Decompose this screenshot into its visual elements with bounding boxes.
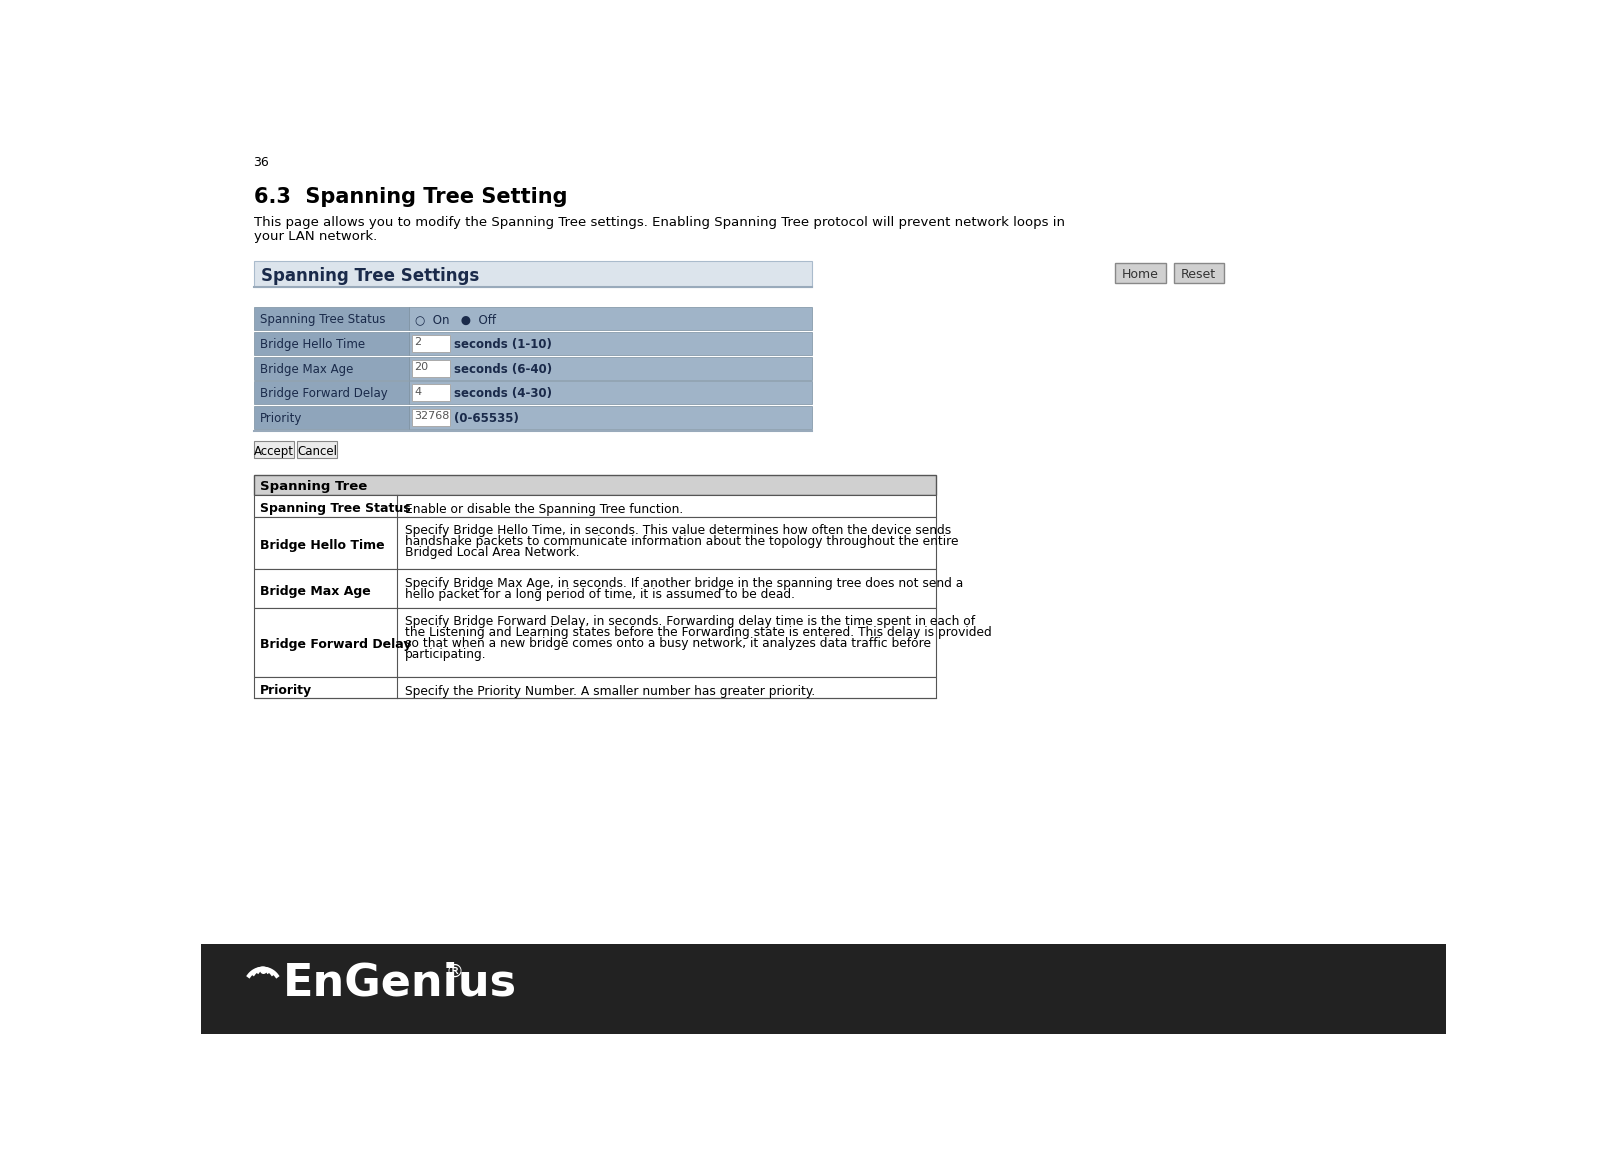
Text: Specify Bridge Hello Time, in seconds. This value determines how often the devic: Specify Bridge Hello Time, in seconds. T… xyxy=(405,524,951,538)
Text: ○  On   ●  Off: ○ On ● Off xyxy=(415,314,497,327)
Text: seconds (4-30): seconds (4-30) xyxy=(453,387,551,401)
Bar xyxy=(411,385,450,401)
Text: Specify the Priority Number. A smaller number has greater priority.: Specify the Priority Number. A smaller n… xyxy=(405,684,815,697)
Bar xyxy=(408,332,812,356)
Text: 32768: 32768 xyxy=(415,411,450,422)
Bar xyxy=(408,381,812,404)
Bar xyxy=(254,381,408,404)
Text: participating.: participating. xyxy=(405,647,487,661)
Text: Priority: Priority xyxy=(260,683,312,697)
Text: 2: 2 xyxy=(415,337,421,347)
Text: Bridged Local Area Network.: Bridged Local Area Network. xyxy=(405,546,580,559)
Text: Bridge Forward Delay: Bridge Forward Delay xyxy=(260,387,387,401)
Bar xyxy=(411,409,450,426)
Text: your LAN network.: your LAN network. xyxy=(254,230,376,243)
Bar xyxy=(254,517,935,569)
Text: Bridge Hello Time: Bridge Hello Time xyxy=(260,338,365,351)
Bar xyxy=(201,944,1446,1034)
Text: Spanning Tree Settings: Spanning Tree Settings xyxy=(262,267,479,285)
Text: Enable or disable the Spanning Tree function.: Enable or disable the Spanning Tree func… xyxy=(405,503,683,516)
Text: the Listening and Learning states before the Forwarding state is entered. This d: the Listening and Learning states before… xyxy=(405,626,992,639)
Bar xyxy=(254,495,935,517)
Bar xyxy=(254,608,935,677)
Text: Bridge Hello Time: Bridge Hello Time xyxy=(260,539,384,552)
Text: Bridge Max Age: Bridge Max Age xyxy=(260,363,354,375)
Bar xyxy=(254,357,408,380)
Bar xyxy=(411,335,450,352)
Text: Specify Bridge Max Age, in seconds. If another bridge in the spanning tree does : Specify Bridge Max Age, in seconds. If a… xyxy=(405,576,963,590)
Bar xyxy=(411,360,450,376)
Text: Specify Bridge Forward Delay, in seconds. Forwarding delay time is the time spen: Specify Bridge Forward Delay, in seconds… xyxy=(405,616,975,629)
Text: Spanning Tree Status: Spanning Tree Status xyxy=(260,502,410,515)
Text: so that when a new bridge comes onto a busy network, it analyzes data traffic be: so that when a new bridge comes onto a b… xyxy=(405,637,930,650)
Bar xyxy=(254,332,408,356)
Bar xyxy=(408,357,812,380)
Text: Reset: Reset xyxy=(1181,268,1216,281)
Text: 36: 36 xyxy=(254,157,270,170)
Bar xyxy=(254,677,935,698)
Bar xyxy=(254,307,408,330)
Text: Priority: Priority xyxy=(260,413,302,425)
Bar xyxy=(254,442,294,458)
Text: 4: 4 xyxy=(415,387,421,396)
Bar xyxy=(254,569,935,608)
Text: seconds (6-40): seconds (6-40) xyxy=(453,363,551,375)
Bar xyxy=(408,406,812,429)
Bar xyxy=(1115,264,1165,284)
Text: EnGenius: EnGenius xyxy=(283,961,517,1004)
Text: seconds (1-10): seconds (1-10) xyxy=(453,338,551,351)
Text: Spanning Tree: Spanning Tree xyxy=(260,480,366,493)
Text: This page allows you to modify the Spanning Tree settings. Enabling Spanning Tre: This page allows you to modify the Spann… xyxy=(254,216,1064,229)
Bar xyxy=(408,307,812,330)
Text: Accept: Accept xyxy=(254,445,294,458)
Text: Cancel: Cancel xyxy=(297,445,337,458)
Text: Spanning Tree Status: Spanning Tree Status xyxy=(260,314,386,327)
Text: (0-65535): (0-65535) xyxy=(453,413,519,425)
Bar xyxy=(254,261,812,287)
Text: Home: Home xyxy=(1122,268,1159,281)
Text: hello packet for a long period of time, it is assumed to be dead.: hello packet for a long period of time, … xyxy=(405,588,795,601)
Text: Bridge Max Age: Bridge Max Age xyxy=(260,584,371,597)
Text: handshake packets to communicate information about the topology throughout the e: handshake packets to communicate informa… xyxy=(405,536,958,548)
Bar xyxy=(1173,264,1225,284)
Text: Bridge Forward Delay: Bridge Forward Delay xyxy=(260,638,411,652)
Text: 6.3  Spanning Tree Setting: 6.3 Spanning Tree Setting xyxy=(254,187,567,207)
Bar xyxy=(297,442,337,458)
Text: 20: 20 xyxy=(415,363,427,372)
Text: ®: ® xyxy=(445,962,464,981)
Bar xyxy=(254,406,408,429)
Bar xyxy=(254,475,935,495)
